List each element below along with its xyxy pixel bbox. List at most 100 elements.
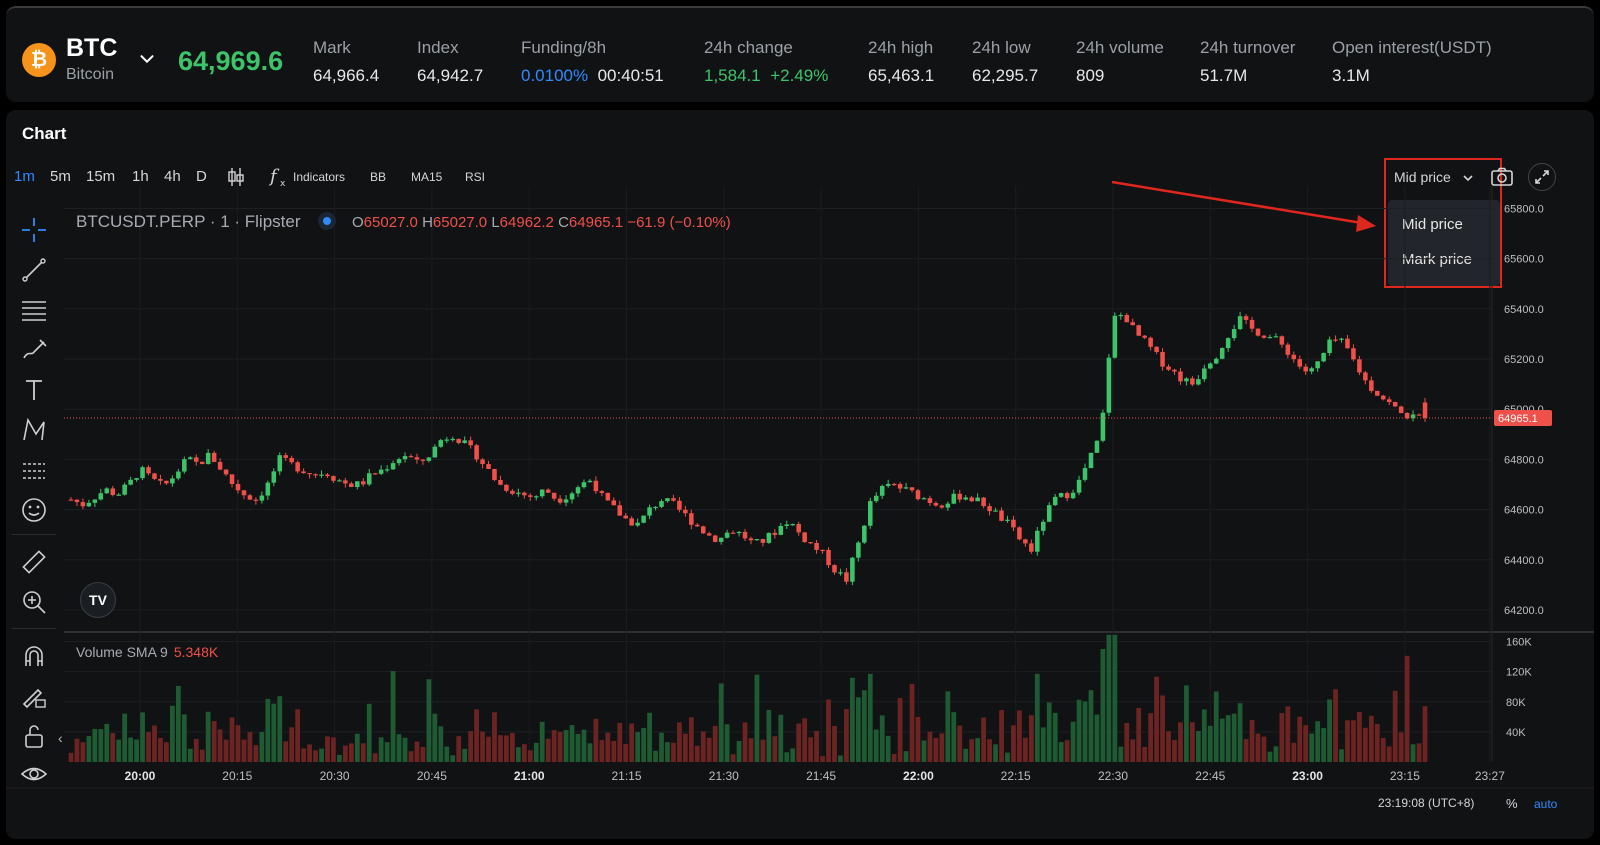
rsi-button[interactable]: RSI — [465, 170, 486, 184]
candlestick-type-icon[interactable] — [226, 166, 246, 188]
forecast-tool[interactable] — [20, 456, 48, 484]
camera-icon[interactable] — [1490, 166, 1514, 188]
tradingview-logo[interactable]: TV — [80, 582, 116, 618]
stat-index: Index 64,942.7 — [417, 38, 483, 86]
candle-body — [355, 481, 360, 487]
text-tool[interactable] — [20, 376, 48, 404]
volume-bar — [796, 723, 802, 762]
tool-divider — [12, 534, 56, 535]
candle-body — [1202, 368, 1207, 380]
brush-tool[interactable] — [20, 336, 48, 364]
candle-body — [265, 482, 271, 496]
volume-bar — [945, 691, 951, 762]
candle-body — [581, 482, 587, 488]
candle-body — [909, 487, 915, 491]
volume-bar — [480, 731, 485, 762]
collapse-toolbar-icon[interactable]: ‹ — [58, 730, 63, 746]
volume-bar — [1249, 720, 1255, 762]
volume-bar — [1076, 699, 1082, 762]
candle-body — [569, 493, 575, 500]
candle-body — [945, 503, 951, 508]
candle-body — [432, 446, 438, 458]
trend-line-tool[interactable] — [20, 256, 48, 284]
price-source-select[interactable]: Mid price — [1394, 169, 1451, 185]
candle-body — [253, 499, 259, 501]
chevron-down-icon[interactable] — [136, 48, 158, 70]
ma15-button[interactable]: MA15 — [411, 170, 443, 184]
option-mid-price[interactable]: Mid price — [1402, 216, 1463, 233]
fullscreen-button[interactable] — [1528, 163, 1556, 191]
volume-bar — [999, 710, 1004, 762]
candle-body — [647, 507, 652, 516]
expand-icon — [1535, 170, 1549, 184]
candle-body — [963, 497, 968, 500]
volume-bar — [927, 731, 933, 762]
volume-bar — [814, 730, 819, 762]
candle-body — [700, 526, 706, 534]
emoji-tool[interactable] — [20, 496, 48, 524]
volume-bar — [957, 725, 963, 762]
candle-body — [277, 455, 283, 472]
timeframe-d[interactable]: D — [196, 168, 207, 185]
candle-body — [295, 462, 300, 472]
volume-bar — [1285, 706, 1291, 762]
auto-scale-toggle[interactable]: auto — [1534, 797, 1558, 811]
time-tick-label: 22:45 — [1195, 769, 1225, 783]
volume-bar — [1255, 733, 1261, 762]
unlock-tool[interactable] — [20, 722, 48, 750]
timeframe-15m[interactable]: 15m — [86, 168, 116, 185]
text-icon — [26, 380, 42, 400]
volume-bar — [718, 683, 724, 762]
candle-body — [760, 539, 766, 543]
crosshair-tool[interactable] — [20, 216, 48, 244]
candle-body — [790, 524, 796, 526]
ticker-bar: ₿ BTC Bitcoin 64,969.6 Mark 64,966.4 Ind… — [6, 6, 1594, 102]
magnet-tool[interactable] — [20, 642, 48, 670]
bb-button[interactable]: BB — [370, 170, 387, 184]
function-icon[interactable]: f x — [268, 165, 290, 189]
candle-body — [718, 537, 724, 542]
legend-l-key: L — [491, 214, 500, 231]
timeframe-5m[interactable]: 5m — [50, 168, 71, 185]
chevron-down-icon[interactable] — [1461, 171, 1475, 185]
timeframe-1m[interactable]: 1m — [14, 168, 35, 185]
volume-bar — [164, 742, 169, 762]
volume-bar — [855, 697, 861, 762]
volume-bar — [366, 703, 372, 762]
volume-bar — [1410, 744, 1416, 762]
candle-body — [796, 524, 801, 533]
volume-bar — [790, 748, 796, 762]
volume-bar — [444, 746, 450, 762]
timeframe-1h[interactable]: 1h — [132, 168, 149, 185]
candle-body — [146, 467, 151, 474]
option-mark-price[interactable]: Mark price — [1402, 251, 1473, 268]
volume-bar — [271, 703, 277, 762]
zoom-tool[interactable] — [20, 588, 48, 616]
indicators-button[interactable]: Indicators — [293, 170, 346, 184]
candle-body — [492, 468, 497, 480]
candle-body — [1249, 319, 1255, 329]
volume-bar — [706, 737, 712, 762]
time-tick-label: 21:45 — [806, 769, 836, 783]
lock-drawing-tool[interactable] — [20, 682, 48, 710]
time-tick-label: 22:15 — [1001, 769, 1031, 783]
ruler-tool[interactable] — [20, 548, 48, 576]
candle-body — [319, 474, 324, 476]
volume-bar — [1219, 718, 1225, 762]
visibility-tool[interactable] — [20, 760, 48, 788]
volume-tick-label: 80K — [1506, 697, 1526, 709]
footer-time[interactable]: 23:19:08 (UTC+8) — [1378, 796, 1475, 810]
volume-bar — [1315, 721, 1321, 762]
percent-scale-toggle[interactable]: % — [1506, 796, 1518, 811]
price-chart[interactable]: 65800.065600.065400.065200.065000.064800… — [6, 110, 1594, 839]
candle-body — [259, 495, 265, 501]
candle-body — [247, 495, 253, 500]
stat-24h-low: 24h low 62,295.7 — [972, 38, 1038, 86]
pattern-tool[interactable] — [20, 416, 48, 444]
coin-symbol[interactable]: BTC — [66, 34, 118, 62]
candle-body — [1017, 527, 1022, 540]
volume-bar — [140, 712, 145, 762]
candle-body — [1040, 521, 1046, 531]
timeframe-4h[interactable]: 4h — [164, 168, 181, 185]
horizontal-lines-tool[interactable] — [20, 296, 48, 324]
